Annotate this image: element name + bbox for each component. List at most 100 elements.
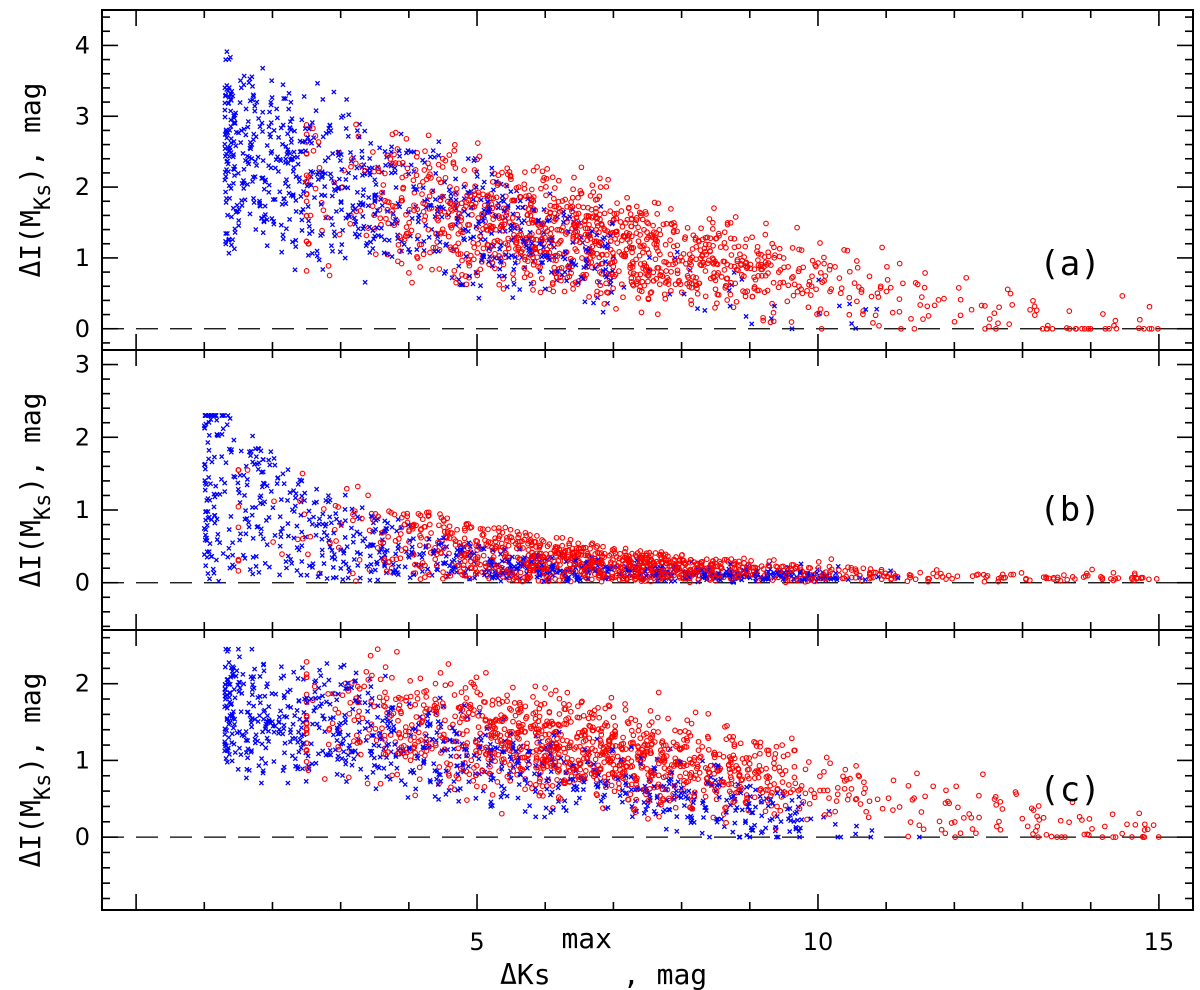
- point-red: [613, 553, 620, 560]
- point-red: [609, 576, 615, 582]
- point-red: [541, 174, 547, 181]
- point-red: [539, 235, 545, 242]
- point-blue: [275, 475, 281, 481]
- point-blue: [838, 834, 844, 840]
- point-blue: [537, 269, 543, 275]
- point-red: [549, 281, 556, 288]
- point-red: [559, 198, 566, 204]
- point-blue: [358, 766, 364, 772]
- point-red: [632, 576, 638, 583]
- point-red: [735, 573, 742, 580]
- point-blue: [223, 199, 229, 205]
- point-red: [857, 572, 863, 579]
- point-blue: [293, 174, 299, 180]
- point-red: [235, 557, 242, 564]
- point-red: [464, 192, 470, 199]
- point-blue: [619, 799, 625, 805]
- point-red: [603, 183, 610, 190]
- point-blue: [407, 537, 413, 544]
- point-blue: [277, 543, 283, 549]
- point-blue: [548, 269, 554, 275]
- point-blue: [369, 542, 375, 548]
- point-blue: [515, 561, 521, 567]
- point-red: [1141, 325, 1147, 332]
- point-red: [556, 546, 563, 553]
- point-red: [379, 529, 385, 536]
- point-blue: [249, 512, 255, 518]
- point-blue: [564, 278, 570, 284]
- point-red: [524, 573, 531, 580]
- point-red: [556, 227, 563, 233]
- point-blue: [328, 175, 334, 182]
- point-red: [557, 562, 563, 568]
- point-blue: [227, 415, 233, 422]
- point-red: [714, 300, 720, 307]
- point-red: [801, 571, 808, 578]
- point-red: [491, 238, 498, 245]
- point-red: [453, 202, 459, 209]
- point-red: [772, 825, 779, 832]
- point-red: [604, 228, 611, 234]
- point-red: [931, 302, 938, 309]
- point-red: [474, 249, 481, 256]
- point-blue: [643, 573, 649, 579]
- point-red: [461, 551, 468, 558]
- point-blue: [384, 251, 390, 257]
- point-blue: [235, 208, 241, 214]
- point-blue: [340, 227, 346, 233]
- point-red: [900, 280, 906, 287]
- point-red: [637, 271, 644, 278]
- point-blue: [253, 226, 259, 233]
- point-blue: [285, 533, 291, 539]
- point-red: [896, 260, 903, 267]
- point-red: [607, 208, 614, 214]
- point-blue: [356, 134, 362, 140]
- point-blue: [222, 85, 228, 91]
- point-red: [511, 700, 518, 706]
- point-blue: [243, 531, 249, 537]
- point-blue: [266, 189, 272, 195]
- point-blue: [727, 303, 733, 309]
- point-blue: [286, 106, 292, 112]
- point-red: [544, 228, 551, 234]
- point-red: [578, 190, 584, 197]
- point-blue: [210, 566, 216, 572]
- point-blue: [733, 807, 739, 814]
- point-red: [562, 749, 568, 756]
- point-blue: [482, 732, 488, 738]
- point-red: [742, 293, 749, 300]
- point-blue: [673, 788, 679, 794]
- point-red: [590, 189, 597, 195]
- point-blue: [324, 575, 330, 582]
- point-red: [867, 566, 874, 572]
- point-red: [596, 193, 603, 200]
- point-red: [376, 694, 383, 701]
- point-red: [471, 244, 478, 251]
- point-red: [522, 529, 529, 536]
- point-red: [594, 549, 601, 556]
- point-blue: [236, 223, 242, 229]
- point-red: [416, 764, 423, 771]
- point-red: [941, 295, 947, 302]
- point-red: [1089, 566, 1095, 573]
- point-red: [303, 213, 310, 219]
- point-red: [482, 560, 489, 567]
- point-red: [473, 783, 480, 790]
- point-red: [400, 185, 406, 192]
- point-blue: [250, 571, 256, 577]
- point-blue: [251, 131, 257, 137]
- point-red: [788, 577, 795, 583]
- point-blue: [252, 174, 258, 180]
- point-red: [398, 195, 405, 201]
- point-blue: [287, 125, 293, 131]
- point-red: [598, 550, 605, 556]
- point-blue: [386, 237, 392, 243]
- point-red: [537, 248, 544, 255]
- point-blue: [374, 561, 380, 567]
- point-red: [485, 526, 491, 533]
- point-blue: [793, 826, 799, 832]
- point-red: [383, 215, 389, 222]
- point-red: [556, 208, 563, 215]
- point-red: [235, 524, 242, 531]
